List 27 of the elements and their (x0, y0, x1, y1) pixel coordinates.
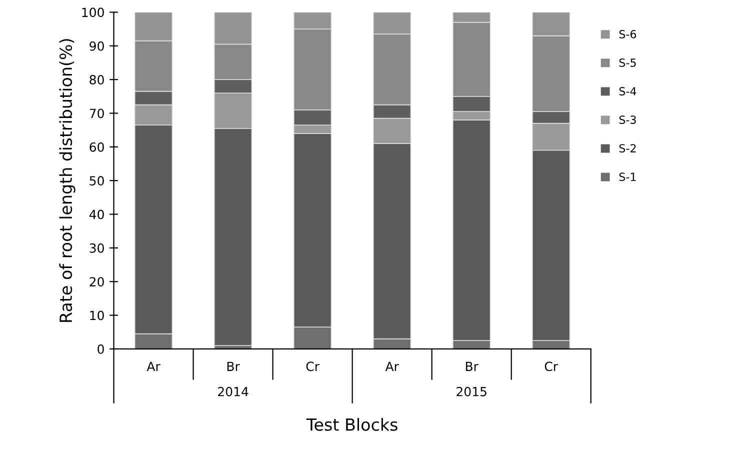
legend-label: S-6 (619, 30, 636, 38)
y-tick-label: 90 (90, 41, 104, 51)
x-tick-label: Cr (306, 362, 320, 372)
y-tick-label: 60 (90, 142, 104, 152)
x-axis-title: Test Blocks (306, 418, 398, 431)
x-tick-label: Br (227, 362, 240, 371)
y-tick-label: 40 (89, 210, 104, 220)
text: 2014 (218, 386, 248, 396)
y-tick-label: 70 (90, 108, 104, 118)
legend-label: S-1 (619, 172, 636, 182)
x-tick-label: Cr (544, 362, 558, 372)
legend-label: S-4 (619, 87, 636, 96)
y-tick-label: 100 (82, 8, 104, 18)
y-tick-label: 80 (90, 75, 104, 84)
y-tick-label: 20 (90, 277, 104, 287)
legend-label: S-5 (619, 58, 636, 67)
y-tick-label: 0 (98, 344, 104, 354)
text: 2015 (456, 386, 486, 396)
y-tick-label: 50 (90, 176, 104, 186)
legend-label: S-3 (619, 116, 636, 124)
y-axis-title: Rate of root length distribution(%) (59, 39, 76, 322)
x-tick-label: Ar (146, 362, 160, 371)
y-tick-label: 10 (90, 310, 104, 320)
y-tick-label: 30 (90, 243, 104, 253)
x-tick-label: Ar (385, 362, 399, 371)
legend-label: S-2 (619, 144, 636, 153)
x-tick-label: Br (466, 362, 478, 371)
